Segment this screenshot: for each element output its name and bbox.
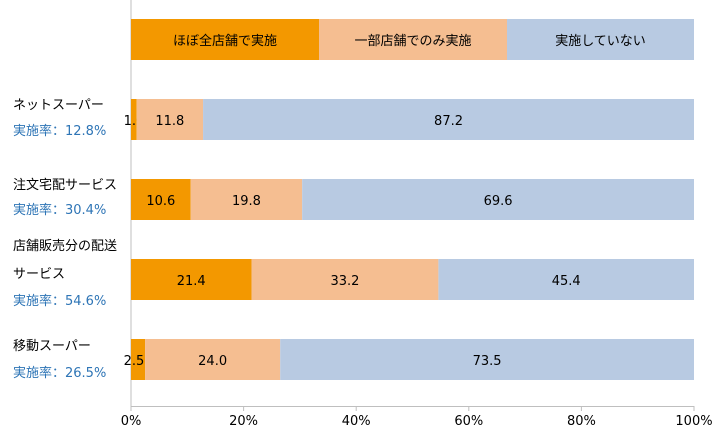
x-tick-label-4: 60% (454, 414, 483, 429)
data-label-3-3: 45.4 (552, 274, 581, 289)
x-tick-label-2: 20% (229, 414, 258, 429)
legend-label-3: 実施していない (555, 33, 646, 49)
data-label-4-1: 2.5 (124, 354, 145, 369)
data-label-2-1: 10.6 (146, 194, 175, 209)
bars: 1.0 11.8 87.210.6 19.8 69.621.4 33.2 45.42.5 24… (124, 99, 694, 380)
bar-segment-3-1 (131, 259, 252, 300)
bar-segment-2-3 (302, 179, 694, 220)
bar-segment-2-1 (131, 179, 191, 220)
x-tick-label-1: 0% (121, 414, 142, 429)
category-label-4: 移動スーパー (13, 339, 91, 354)
bar-segment-2-2 (190, 179, 303, 220)
implementation-rate-2: 実施率：30.4% (13, 202, 106, 218)
bar-segment-4-1 (131, 339, 146, 380)
category-label-3-line-1: 店舗販売分の配送 (13, 238, 117, 254)
legend-label-2: 一部店舗でのみ実施 (354, 33, 471, 49)
bar-segment-1-1 (131, 99, 137, 140)
x-tick-label-5: 80% (567, 414, 596, 429)
data-label-1-2: 11.8 (155, 114, 184, 129)
implementation-rate-1: 実施率：12.8% (13, 123, 106, 139)
bar-segment-3-2 (251, 259, 439, 300)
legend: ほぼ全店舗で実施 一部店舗でのみ実施 実施していない (131, 19, 694, 60)
data-label-4-3: 73.5 (473, 354, 502, 369)
x-tick-label-6: 100% (675, 414, 712, 429)
bar-segment-1-2 (136, 99, 204, 140)
category-label-3-line-2: サービス (13, 267, 65, 282)
legend-swatch-3 (507, 19, 694, 60)
data-label-2-3: 69.6 (484, 194, 513, 209)
legend-swatch-2 (319, 19, 507, 60)
data-label-1-3: 87.2 (434, 114, 463, 129)
legend-swatch-1 (131, 19, 319, 60)
bar-segment-3-3 (438, 259, 694, 300)
category-label-2: 注文宅配サービス (13, 178, 117, 193)
implementation-rate-3: 実施率：54.6% (13, 293, 106, 309)
legend-label-1: ほぼ全店舗で実施 (173, 33, 277, 49)
x-tick-label-3: 40% (342, 414, 371, 429)
data-label-3-1: 21.4 (177, 274, 206, 289)
implementation-rate-4: 実施率：26.5% (13, 365, 106, 381)
x-axis-ticks: 0% 20% 40% 60% 80% 100% (121, 406, 713, 429)
bar-segment-1-3 (203, 99, 694, 140)
data-label-2-2: 19.8 (232, 194, 261, 209)
bar-segment-4-2 (145, 339, 281, 380)
data-label-4-2: 24.0 (198, 354, 227, 369)
bar-segment-4-3 (280, 339, 694, 380)
category-label-1: ネットスーパー (13, 98, 104, 113)
data-label-3-2: 33.2 (330, 274, 359, 289)
